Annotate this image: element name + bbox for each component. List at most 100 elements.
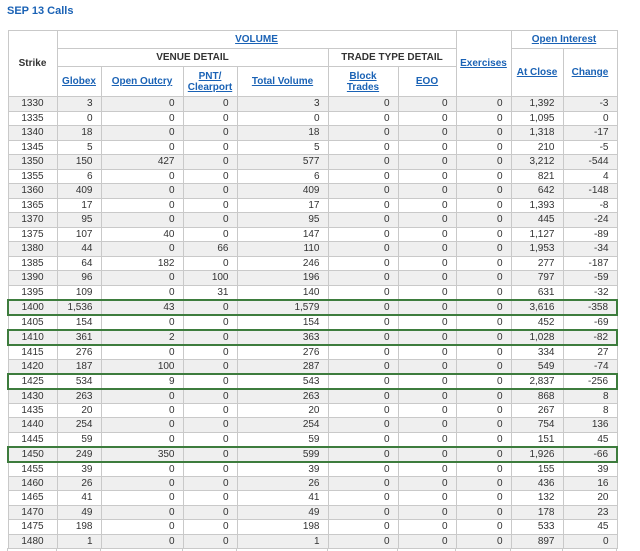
cell-total-volume: 363 — [236, 328, 329, 346]
cell-exercises: 0 — [455, 490, 512, 506]
cell-change: 4 — [562, 168, 618, 184]
cell-open-outcry: 0 — [100, 402, 184, 418]
cell-strike: 1360 — [7, 183, 58, 199]
cell-eoo: 0 — [397, 490, 457, 506]
header-exercises: Exercises — [455, 30, 512, 97]
open-outcry-link[interactable]: Open Outcry — [111, 76, 173, 87]
eoo-link[interactable]: EOO — [415, 76, 439, 87]
cell-open-outcry: 0 — [100, 388, 184, 404]
table-row: 1390 96 0 100 196 0 0 0 797 -59 — [7, 270, 618, 286]
cell-at-close: 1,393 — [510, 197, 564, 213]
page-title: SEP 13 Calls — [7, 5, 74, 17]
table-row: 1340 18 0 0 18 0 0 0 1,318 -17 — [7, 125, 618, 141]
table-row: 1385 64 182 0 246 0 0 0 277 -187 — [7, 255, 618, 271]
block-trades-link[interactable]: Block Trades — [346, 70, 380, 93]
cell-globex: 1 — [56, 533, 102, 549]
cell-open-outcry: 2 — [100, 328, 184, 346]
cell-open-outcry: 40 — [100, 226, 184, 242]
cell-total-volume: 543 — [236, 372, 329, 390]
cell-open-outcry: 0 — [100, 519, 184, 535]
cell-total-volume: 49 — [236, 504, 329, 520]
cell-strike: 1470 — [7, 504, 58, 520]
at-close-link[interactable]: At Close — [516, 67, 558, 78]
header-pnt-clearport: PNT/ Clearport — [182, 66, 238, 97]
cell-globex: 534 — [56, 372, 102, 390]
cell-block-trades: 0 — [327, 139, 399, 155]
cell-exercises: 0 — [455, 270, 512, 286]
open-interest-link[interactable]: Open Interest — [531, 34, 597, 45]
cell-globex: 249 — [56, 445, 102, 463]
cell-change: -59 — [562, 270, 618, 286]
table-row: 1410 361 2 0 363 0 0 0 1,028 -82 — [7, 328, 618, 346]
options-volume-table: Strike VOLUME Exercises Open Interest VE… — [7, 30, 618, 549]
cell-at-close: 445 — [510, 212, 564, 228]
table-row: 1455 39 0 0 39 0 0 0 155 39 — [7, 461, 618, 477]
cell-pnt-clearport: 0 — [182, 96, 238, 112]
cell-block-trades: 0 — [327, 519, 399, 535]
change-link[interactable]: Change — [571, 67, 609, 78]
cell-at-close: 897 — [510, 533, 564, 549]
cell-eoo: 0 — [397, 445, 457, 463]
cell-exercises: 0 — [455, 96, 512, 112]
cell-open-outcry: 0 — [100, 431, 184, 447]
cell-exercises: 0 — [455, 212, 512, 228]
cell-pnt-clearport: 0 — [182, 154, 238, 170]
cell-exercises: 0 — [455, 431, 512, 447]
cell-block-trades: 0 — [327, 475, 399, 491]
cell-total-volume: 5 — [236, 139, 329, 155]
cell-block-trades: 0 — [327, 402, 399, 418]
cell-total-volume: 0 — [236, 110, 329, 126]
cell-strike: 1400 — [7, 298, 58, 316]
cell-eoo: 0 — [397, 241, 457, 257]
cell-eoo: 0 — [397, 461, 457, 477]
cell-eoo: 0 — [397, 298, 457, 316]
cell-globex: 276 — [56, 344, 102, 360]
cell-change: -8 — [562, 197, 618, 213]
cell-pnt-clearport: 0 — [182, 298, 238, 316]
cell-at-close: 3,212 — [510, 154, 564, 170]
total-volume-link[interactable]: Total Volume — [251, 76, 314, 87]
cell-at-close: 452 — [510, 314, 564, 330]
cell-pnt-clearport: 0 — [182, 461, 238, 477]
cell-exercises: 0 — [455, 358, 512, 374]
cell-globex: 96 — [56, 270, 102, 286]
cell-at-close: 3,616 — [510, 298, 564, 316]
volume-link[interactable]: VOLUME — [235, 34, 278, 45]
cell-pnt-clearport: 0 — [182, 314, 238, 330]
cell-block-trades: 0 — [327, 241, 399, 257]
cell-change: -82 — [562, 328, 618, 346]
cell-strike: 1415 — [7, 344, 58, 360]
cell-globex: 49 — [56, 504, 102, 520]
cell-pnt-clearport: 0 — [182, 504, 238, 520]
cell-exercises: 0 — [455, 344, 512, 360]
cell-block-trades: 0 — [327, 255, 399, 271]
table-row: 1330 3 0 0 3 0 0 0 1,392 -3 — [7, 96, 618, 112]
cell-pnt-clearport: 0 — [182, 533, 238, 549]
cell-open-outcry: 43 — [100, 298, 184, 316]
cell-change: 0 — [562, 533, 618, 549]
cell-exercises: 0 — [455, 402, 512, 418]
cell-change: -256 — [562, 372, 618, 390]
cell-open-outcry: 0 — [100, 490, 184, 506]
cell-open-outcry: 0 — [100, 284, 184, 300]
cell-eoo: 0 — [397, 388, 457, 404]
cell-globex: 107 — [56, 226, 102, 242]
cell-at-close: 797 — [510, 270, 564, 286]
cell-strike: 1345 — [7, 139, 58, 155]
cell-at-close: 1,392 — [510, 96, 564, 112]
header-trade-type-detail: TRADE TYPE DETAIL — [327, 48, 457, 67]
table-row: 1365 17 0 0 17 0 0 0 1,393 -8 — [7, 197, 618, 213]
cell-exercises: 0 — [455, 475, 512, 491]
pnt-clearport-link[interactable]: PNT/ Clearport — [187, 70, 233, 93]
cell-change: -24 — [562, 212, 618, 228]
table-row: 1470 49 0 0 49 0 0 0 178 23 — [7, 504, 618, 520]
cell-total-volume: 17 — [236, 197, 329, 213]
cell-change: -74 — [562, 358, 618, 374]
cell-open-outcry: 0 — [100, 461, 184, 477]
cell-exercises: 0 — [455, 197, 512, 213]
cell-exercises: 0 — [455, 372, 512, 390]
cell-strike: 1465 — [7, 490, 58, 506]
exercises-link[interactable]: Exercises — [460, 58, 507, 69]
cell-open-outcry: 0 — [100, 504, 184, 520]
globex-link[interactable]: Globex — [62, 76, 96, 87]
